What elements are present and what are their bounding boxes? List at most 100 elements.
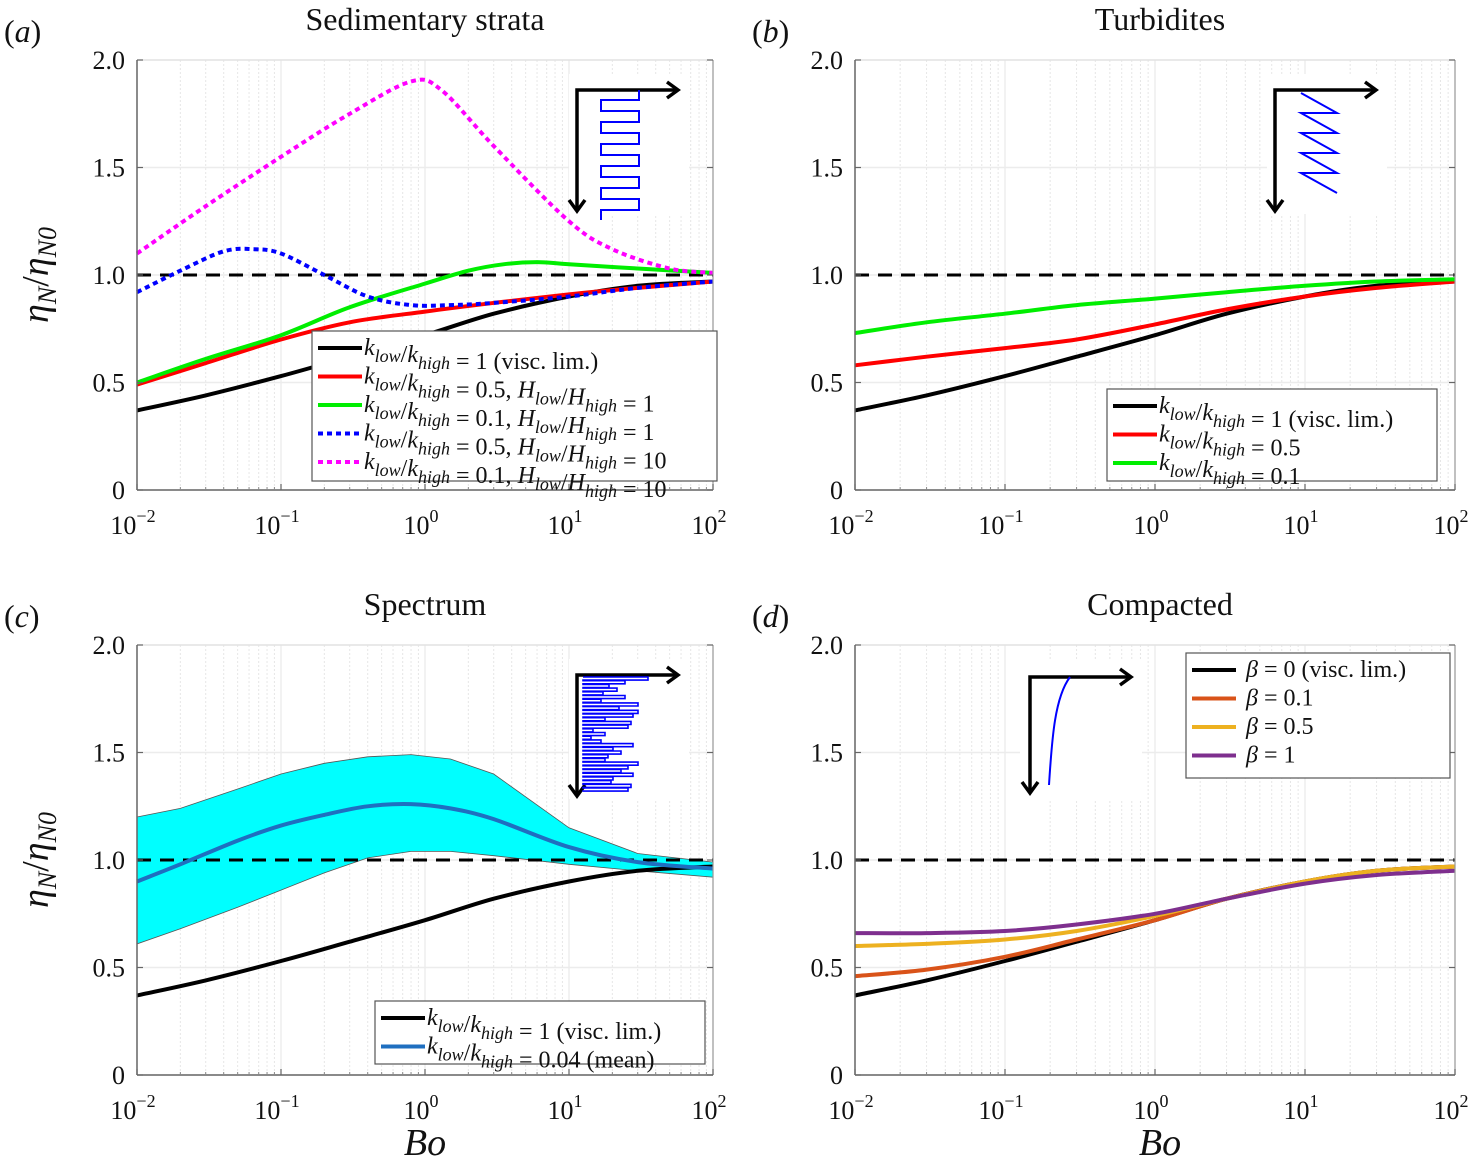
label-text: / <box>1196 457 1203 483</box>
tick-base: 10 <box>404 511 430 540</box>
label-text: = 1 (visc. lim.) <box>1245 407 1393 433</box>
tick-exponent: −2 <box>136 506 155 526</box>
legend: β = 0 (visc. lim.)β = 0.1β = 0.5β = 1 <box>1185 652 1451 779</box>
tick-exponent: −2 <box>854 506 873 526</box>
legend-label-0: β = 0 (visc. lim.) <box>1245 657 1406 683</box>
paren: ( <box>4 598 15 634</box>
arrow-right-icon <box>665 665 681 685</box>
label-symbol: k <box>364 335 375 361</box>
panel-a: 00.51.01.52.010−2 10−1 100 101 102Sedimentar… <box>4 1 727 540</box>
arrow-right-icon <box>1363 80 1379 100</box>
panel-b: 00.51.01.52.010−2 10−1 100 101 102Turbidites… <box>752 1 1469 540</box>
label-text: / <box>561 470 568 496</box>
y-tick-label: 1.5 <box>811 739 844 768</box>
arrow-down-icon <box>567 198 587 214</box>
label-subscript: high <box>1213 440 1245 460</box>
label-subscript: low <box>375 432 401 452</box>
label-subscript: low <box>535 446 561 466</box>
panel-label: (c) <box>4 598 40 634</box>
tick-exponent: 0 <box>1160 1091 1169 1111</box>
label-symbol: k <box>1159 450 1170 476</box>
y-tick-label: 0 <box>112 1061 125 1090</box>
legend-label-1: klow/khigh = 0.5, Hlow/Hhigh = 1 <box>364 364 655 418</box>
panel-letter: d <box>763 598 780 634</box>
tick-exponent: 2 <box>1460 506 1469 526</box>
y-tick-label: 1.5 <box>811 154 844 183</box>
label-text: / <box>401 428 408 454</box>
series-line-2 <box>854 277 1456 336</box>
panel-letter: b <box>763 13 779 49</box>
tick-base: 10 <box>254 1096 280 1125</box>
label-text: = 0.04 (mean) <box>513 1048 655 1074</box>
label-text: / <box>561 413 568 439</box>
label-text: / <box>401 371 408 397</box>
x-tick-label: 102 <box>692 1091 727 1125</box>
label-symbol: k <box>407 342 418 368</box>
label-text: = 0.5, <box>450 435 518 461</box>
y-tick-label: 1.0 <box>93 261 126 290</box>
x-tick-label: 101 <box>1284 506 1319 540</box>
inset-schematic <box>1265 74 1387 214</box>
paren: ) <box>779 13 790 49</box>
x-tick-label: 100 <box>1134 1091 1169 1125</box>
y-tick-label: 1.5 <box>93 154 126 183</box>
subscript: N <box>33 285 62 305</box>
label-subscript: low <box>535 474 561 494</box>
label-subscript: low <box>1170 404 1196 424</box>
x-axis-label: Bo <box>1139 1122 1181 1164</box>
inset-schematic <box>567 74 689 220</box>
y-tick-label: 2.0 <box>93 46 126 75</box>
series-line-2 <box>854 864 1456 948</box>
label-text: = 0.1 <box>1258 686 1314 712</box>
label-symbol: H <box>517 435 537 461</box>
label-text: / <box>1196 400 1203 426</box>
label-symbol: H <box>517 463 537 489</box>
tick-base: 10 <box>692 511 718 540</box>
label-text: = 0.1, <box>450 406 518 432</box>
label-text: = 1 <box>1258 743 1296 769</box>
tick-exponent: −2 <box>136 1091 155 1111</box>
paren: ( <box>752 598 763 634</box>
panel-letter: c <box>15 598 29 634</box>
label-text: = 1 <box>617 392 655 418</box>
paren: ) <box>779 598 790 634</box>
label-text: = 1 (visc. lim.) <box>513 1019 661 1045</box>
label-symbol: k <box>407 428 418 454</box>
label-text: = 1 (visc. lim.) <box>450 349 598 375</box>
x-tick-label: 10−2 <box>110 1091 155 1125</box>
tick-base: 10 <box>548 1096 574 1125</box>
label-subscript: low <box>375 375 401 395</box>
y-axis-label: ηN/ηN0 <box>15 227 62 323</box>
tick-exponent: −2 <box>854 1091 873 1111</box>
y-tick-label: 1.5 <box>93 739 126 768</box>
tick-exponent: 1 <box>1310 506 1319 526</box>
x-tick-label: 10−2 <box>110 506 155 540</box>
legend-label-0: klow/khigh = 1 (visc. lim.) <box>364 335 598 375</box>
label-symbol: k <box>407 456 418 482</box>
subscript: N0 <box>33 812 62 843</box>
label-symbol: H <box>517 406 537 432</box>
label-text: = 0.1, <box>450 463 518 489</box>
inset-axes <box>575 88 677 210</box>
inset-background <box>1020 667 1140 787</box>
y-tick-label: 0.5 <box>93 369 126 398</box>
label-symbol: k <box>1159 422 1170 448</box>
series-line-2 <box>136 260 714 385</box>
arrow-right-icon <box>1118 667 1134 687</box>
x-tick-label: 10−2 <box>828 506 873 540</box>
y-tick-label: 1.0 <box>93 846 126 875</box>
eta: η <box>15 889 57 908</box>
y-tick-label: 2.0 <box>811 46 844 75</box>
label-text: = 0.5 <box>1258 714 1314 740</box>
label-symbol: k <box>1202 429 1213 455</box>
tick-exponent: −1 <box>280 506 299 526</box>
label-subscript: low <box>375 346 401 366</box>
inset-axes <box>1273 88 1375 210</box>
tick-base: 10 <box>828 511 854 540</box>
panel-d: 00.51.01.52.010−2 10−1 100 101 102Compacted(… <box>752 586 1469 1164</box>
tick-base: 10 <box>978 511 1004 540</box>
legend-box <box>374 1000 706 1065</box>
x-tick-label: 102 <box>1434 1091 1469 1125</box>
legend-label-1: klow/khigh = 0.5 <box>1159 422 1301 462</box>
legend-label-2: β = 0.5 <box>1245 714 1314 740</box>
